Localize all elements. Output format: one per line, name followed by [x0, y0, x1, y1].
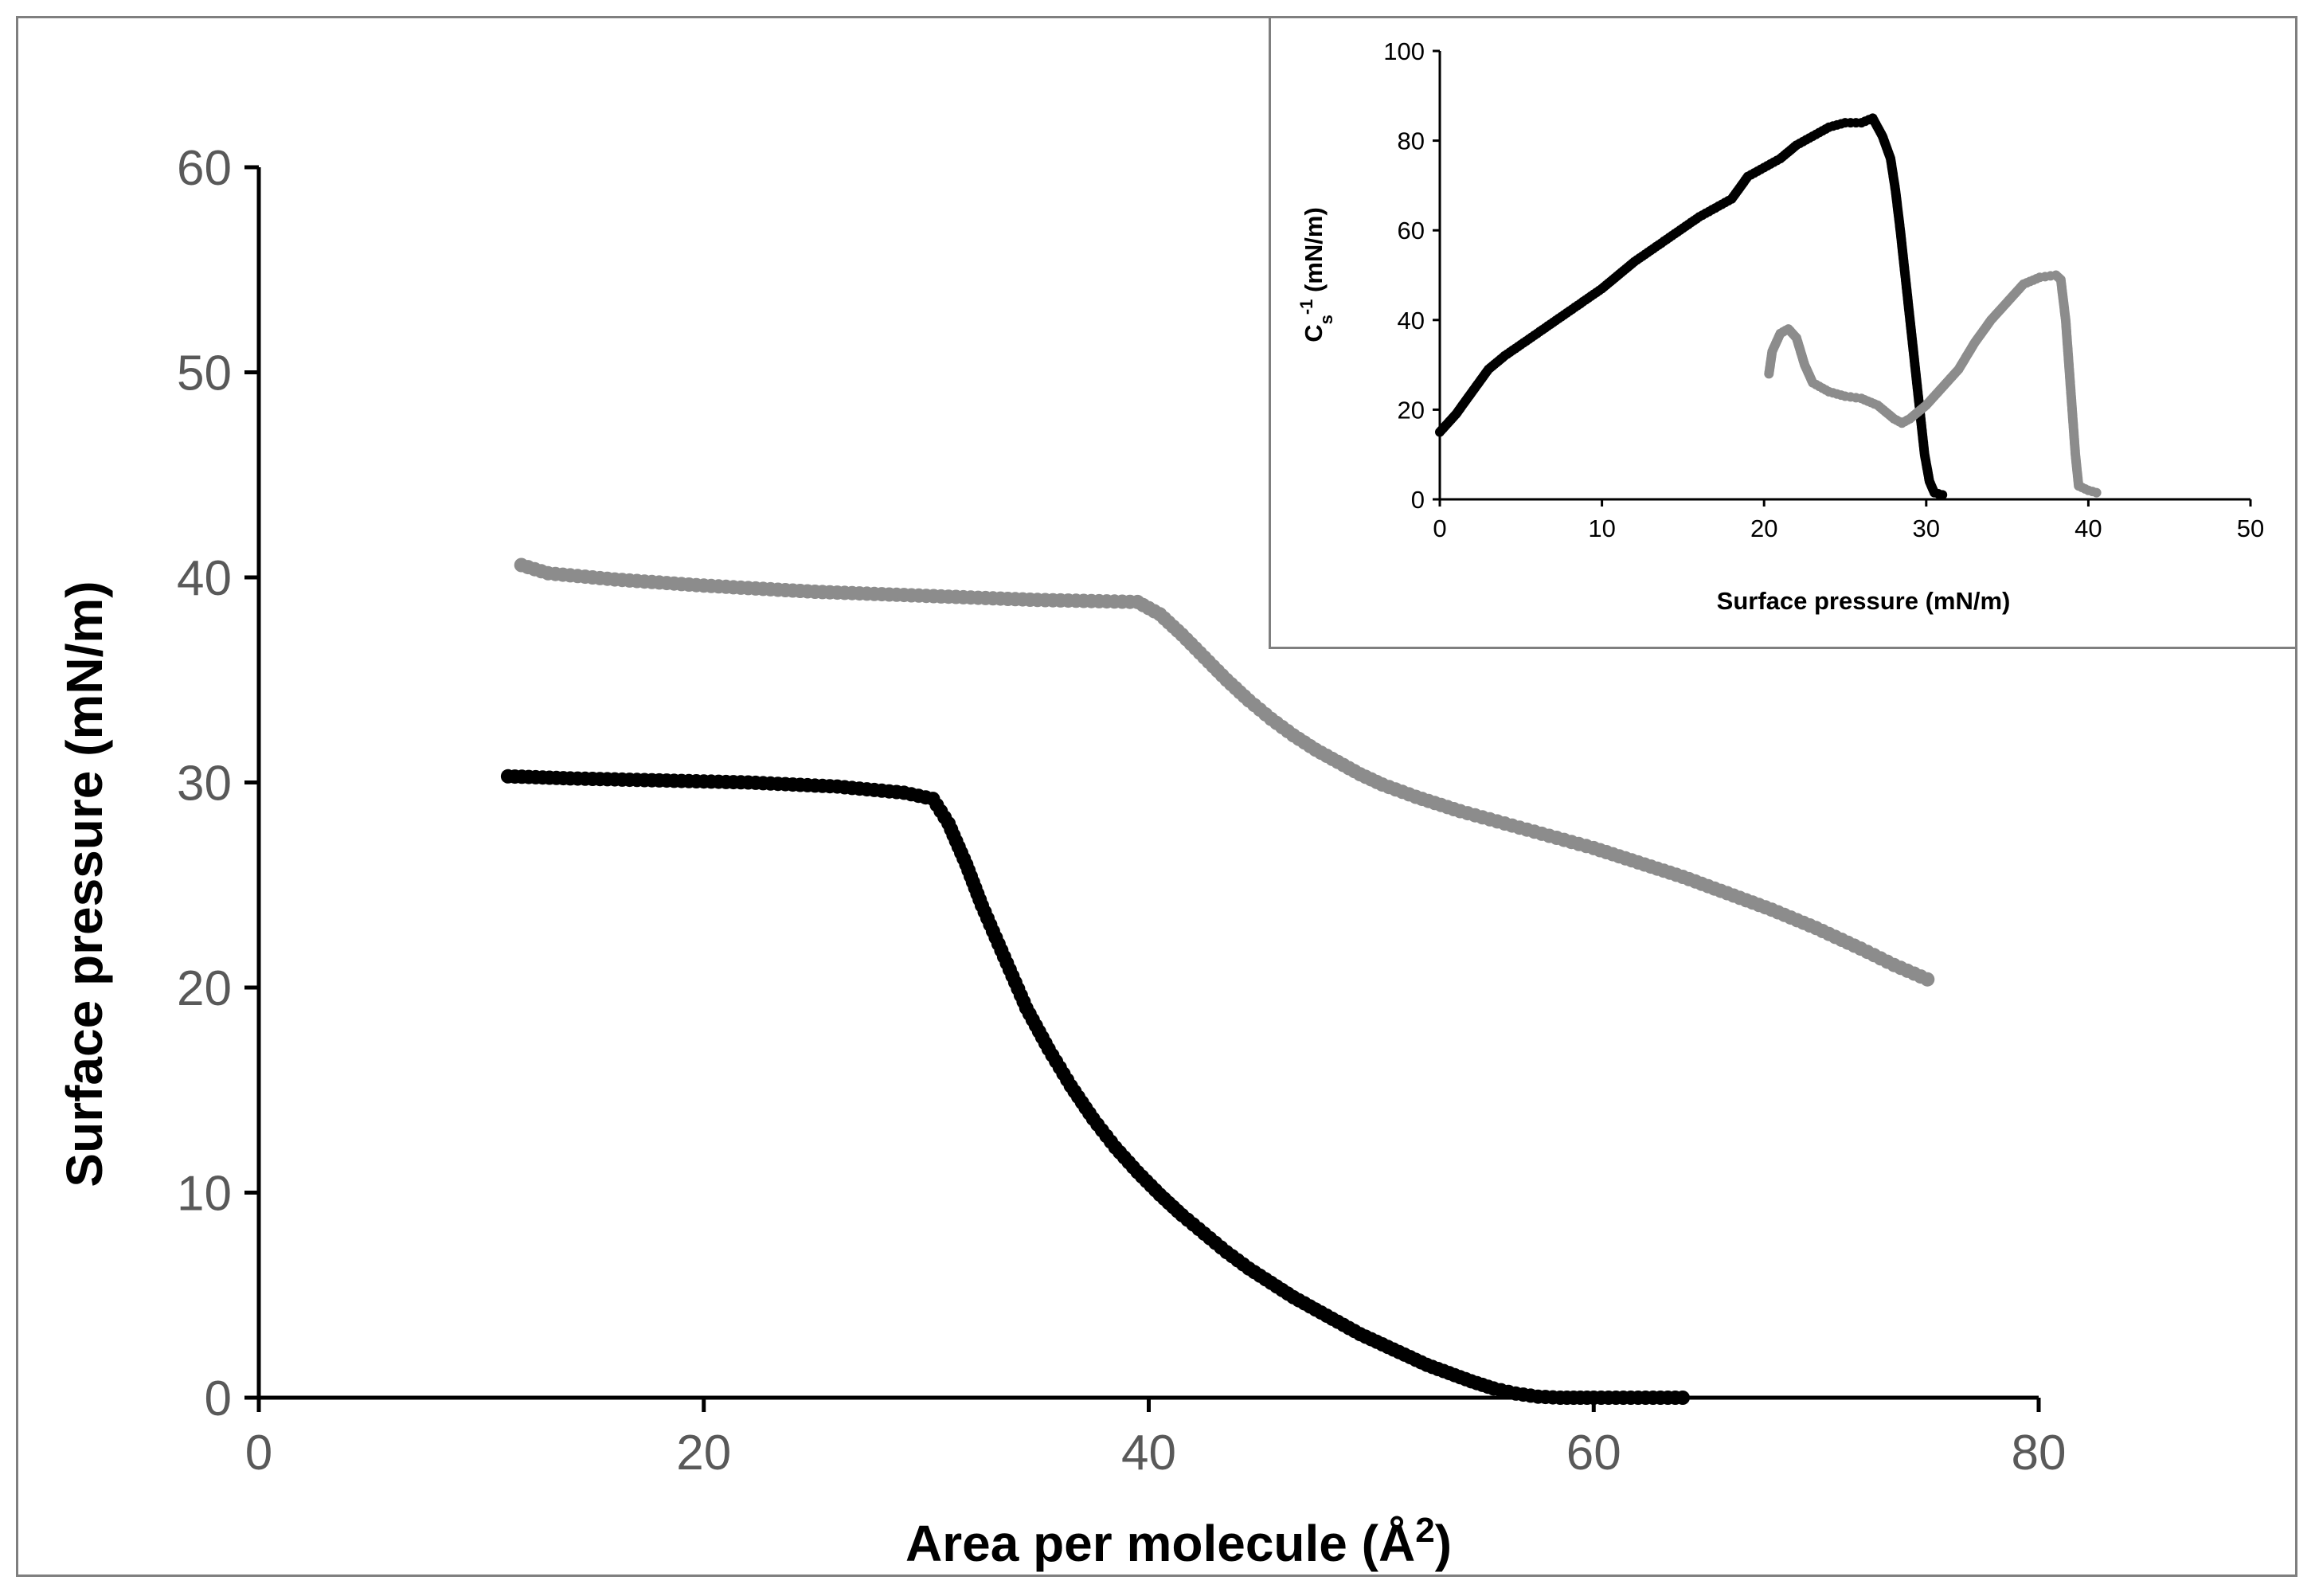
- inset-x-tick-label: 10: [1588, 514, 1615, 542]
- main-x-tick-label: 0: [245, 1426, 272, 1481]
- main-x-tick-label: 20: [676, 1426, 731, 1481]
- inset-y-tick-label: 60: [1398, 217, 1425, 244]
- main-axes: 0 10 20 30 40 50 60 0 20 40 60 80: [177, 141, 2066, 1481]
- main-x-tick-label: 60: [1566, 1426, 1621, 1481]
- main-y-tick-label: 0: [205, 1371, 232, 1426]
- inset-y-tick-label: 80: [1398, 127, 1425, 155]
- main-y-tick-label: 40: [177, 551, 232, 606]
- main-x-axis-title: Area per molecule (Å2): [905, 1511, 1452, 1573]
- main-x-tick-label: 40: [1121, 1426, 1176, 1481]
- main-y-tick-label: 50: [177, 346, 232, 401]
- inset-y-tick-label: 100: [1383, 37, 1425, 65]
- inset-x-tick-label: 0: [1433, 514, 1446, 542]
- inset-series-gray: [1764, 270, 2102, 498]
- main-y-tick-label: 20: [177, 961, 232, 1016]
- main-y-tick-label: 30: [177, 757, 232, 812]
- inset-x-tick-label: 50: [2237, 514, 2264, 542]
- main-plot-area: [500, 557, 1935, 1405]
- inset-x-tick-label: 20: [1750, 514, 1777, 542]
- inset-plot-area: [1435, 113, 2102, 500]
- main-y-tick-label: 10: [177, 1167, 232, 1222]
- inset-x-tick-label: 30: [1913, 514, 1940, 542]
- inset-y-tick-label: 40: [1398, 307, 1425, 334]
- main-series-black: [500, 769, 1690, 1405]
- inset-x-tick-label: 40: [2075, 514, 2102, 542]
- inset-x-axis-title: Surface pressure (mN/m): [1717, 587, 2011, 615]
- main-y-axis-title: Surface pressure (mN/m): [56, 581, 113, 1187]
- inset-y-tick-label: 0: [1411, 486, 1425, 514]
- main-x-tick-label: 80: [2012, 1426, 2067, 1481]
- inset-axes: 0 20 40 60 80 100 0 10 20 30 40 50: [1383, 37, 2264, 542]
- inset-black-point: [1938, 490, 1948, 500]
- inset-series-black: [1435, 113, 1948, 500]
- inset-gray-point: [2091, 487, 2102, 498]
- main-series-gray: [514, 557, 1935, 987]
- inset-y-axis-title: Cs-1 (mN/m): [1296, 207, 1336, 342]
- main-gray-point: [1920, 972, 1935, 987]
- main-y-tick-label: 60: [177, 141, 232, 196]
- inset-y-tick-label: 20: [1398, 396, 1425, 424]
